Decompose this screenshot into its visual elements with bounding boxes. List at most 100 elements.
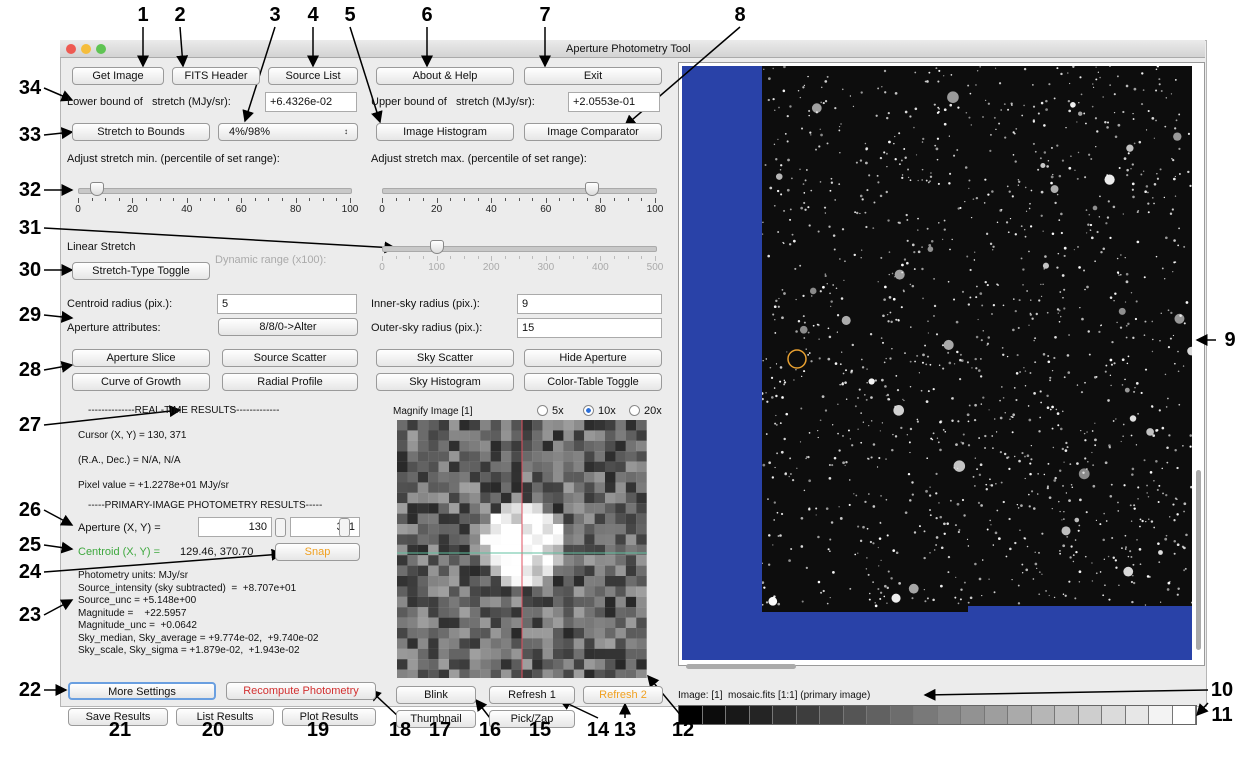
pixel	[511, 524, 522, 535]
button[interactable]: Radial Profile	[222, 373, 358, 391]
star	[1178, 172, 1181, 175]
slider-thumb[interactable]	[429, 240, 444, 254]
star	[963, 581, 966, 584]
button[interactable]: 4%/98%	[218, 123, 358, 141]
slider-track[interactable]	[78, 188, 352, 194]
star	[1176, 498, 1178, 500]
radio-button[interactable]	[629, 405, 640, 416]
button[interactable]: Snap	[275, 543, 360, 561]
button[interactable]: Source Scatter	[222, 349, 358, 367]
button[interactable]: Hide Aperture	[524, 349, 662, 367]
button[interactable]: Recompute Photometry	[226, 682, 376, 700]
pixel	[625, 659, 637, 670]
pixel	[625, 638, 637, 649]
callout-number: 33	[18, 124, 42, 146]
button[interactable]: Exit	[524, 67, 662, 85]
pixel	[490, 659, 502, 670]
slider-thumb[interactable]	[90, 182, 105, 196]
button[interactable]: Color-Table Toggle	[524, 373, 662, 391]
star	[1104, 174, 1115, 185]
text-field[interactable]: 5	[217, 294, 357, 314]
pixel	[553, 617, 564, 629]
pixel	[636, 420, 647, 431]
label: Inner-sky radius (pix.):	[371, 298, 480, 310]
horizontal-scrollbar[interactable]	[686, 664, 796, 669]
button[interactable]: Curve of Growth	[72, 373, 210, 391]
pixel	[438, 461, 450, 473]
minor-tick	[268, 198, 270, 201]
pixel	[625, 503, 637, 514]
button[interactable]: Stretch-Type Toggle	[72, 262, 210, 280]
star	[827, 548, 830, 551]
pixel	[605, 628, 616, 639]
button[interactable]: 8/8/0->Alter	[218, 318, 358, 336]
star	[803, 321, 806, 324]
text-field[interactable]: +2.0553e-01	[568, 92, 660, 112]
star	[902, 290, 905, 293]
pixel	[594, 430, 606, 441]
button[interactable]: Image Comparator	[524, 123, 662, 141]
slider-track[interactable]	[382, 246, 657, 252]
star	[1082, 471, 1085, 474]
button[interactable]: Refresh 2	[583, 686, 663, 704]
button[interactable]: FITS Header	[172, 67, 260, 85]
button[interactable]: List Results	[176, 708, 274, 726]
zoom-button[interactable]	[96, 44, 106, 54]
pixel	[625, 669, 637, 678]
button[interactable]: Sky Scatter	[376, 349, 514, 367]
dropdown-arrow[interactable]: ↕	[344, 127, 348, 136]
button[interactable]: Stretch to Bounds	[72, 123, 210, 141]
star	[1061, 410, 1064, 413]
button[interactable]: Image Histogram	[376, 123, 514, 141]
slider-track[interactable]	[382, 188, 657, 194]
close-button[interactable]	[66, 44, 76, 54]
minor-tick	[477, 198, 479, 201]
spinner[interactable]	[339, 518, 350, 537]
button[interactable]: Thumbnail	[396, 710, 476, 728]
text-field[interactable]: 15	[517, 318, 662, 338]
text-field[interactable]: +6.4326e-02	[265, 92, 357, 112]
button[interactable]: Sky Histogram	[376, 373, 514, 391]
radio-button[interactable]	[537, 405, 548, 416]
minimize-button[interactable]	[81, 44, 91, 54]
pixel	[584, 576, 595, 587]
star	[872, 581, 874, 583]
vertical-scrollbar[interactable]	[1196, 470, 1201, 650]
star	[1132, 195, 1135, 199]
star	[1034, 361, 1037, 364]
pixel	[573, 544, 585, 556]
pixel	[438, 638, 450, 649]
button[interactable]: About & Help	[376, 67, 514, 85]
button[interactable]: More Settings	[68, 682, 216, 700]
star	[839, 383, 841, 386]
button[interactable]: Pick/Zap	[489, 710, 575, 728]
star	[979, 463, 983, 467]
button[interactable]: Plot Results	[282, 708, 376, 726]
text-field[interactable]: 130	[198, 517, 272, 537]
spinner[interactable]	[275, 518, 286, 537]
star	[773, 305, 777, 309]
pixel	[636, 628, 647, 639]
pixel	[407, 451, 418, 462]
star	[886, 313, 889, 316]
star	[1051, 405, 1054, 409]
button[interactable]: Aperture Slice	[72, 349, 210, 367]
star	[773, 501, 776, 504]
button[interactable]: Refresh 1	[489, 686, 575, 704]
button[interactable]: Blink	[396, 686, 476, 704]
radio-button[interactable]	[583, 405, 594, 416]
button[interactable]: Save Results	[68, 708, 168, 726]
button[interactable]: Source List	[268, 67, 358, 85]
pixel	[428, 659, 439, 670]
star	[1042, 353, 1046, 356]
star	[913, 268, 916, 270]
star	[886, 165, 888, 168]
star	[1065, 126, 1067, 129]
text-field[interactable]: 9	[517, 294, 662, 314]
button[interactable]: Get Image	[72, 67, 164, 85]
star	[1063, 307, 1066, 310]
slider-thumb[interactable]	[585, 182, 600, 196]
pixel	[397, 576, 408, 587]
star	[1093, 375, 1097, 379]
star	[1080, 93, 1083, 96]
